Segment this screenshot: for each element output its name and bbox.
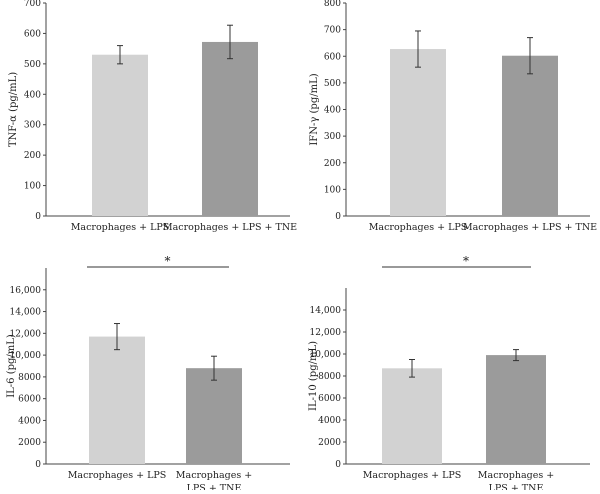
y-tick-label: 100	[24, 182, 41, 192]
y-tick-label: 200	[24, 151, 41, 161]
y-tick-label: 12,000	[10, 329, 42, 339]
significance-marker: *	[463, 254, 469, 268]
x-category-label: Macrophages + LPS + TNE	[463, 222, 597, 233]
x-category-label: Macrophages + LPS + TNE	[163, 222, 297, 233]
x-category-label: LPS + TNE	[489, 483, 544, 490]
y-tick-label: 100	[324, 185, 341, 195]
y-tick-label: 2000	[318, 438, 341, 448]
y-tick-label: 14,000	[10, 308, 42, 318]
chart-svg: 0 100 200 300 400 500 600 700 800 IFN-γ (pg/mL) Ma…	[309, 0, 597, 233]
y-tick-label: 600	[24, 29, 41, 39]
y-tick-label: 4000	[18, 416, 41, 426]
y-tick-label: 16,000	[10, 286, 42, 296]
x-category-label: Macrophages + LPS	[363, 470, 462, 481]
bar	[92, 54, 148, 216]
chart-tnf-alpha: 0 100 200 300 400 500 600 700 TNF-α (pg/mL) Macro…	[0, 0, 300, 245]
y-tick-label: 2000	[18, 438, 41, 448]
bar	[186, 368, 242, 464]
y-axis-label: IL-6 (pg/mL)	[6, 334, 17, 398]
y-tick-label: 0	[335, 212, 341, 222]
x-category-label: Macrophages + LPS	[369, 222, 468, 233]
y-tick-label: 500	[24, 60, 41, 70]
y-tick-label: 10,000	[10, 351, 42, 361]
x-category-label: LPS + TNE	[187, 483, 242, 490]
y-tick-label: 4000	[318, 416, 341, 426]
y-tick-label: 6000	[318, 394, 341, 404]
bar	[202, 41, 258, 216]
y-tick-label: 0	[35, 460, 41, 470]
bar	[502, 55, 558, 216]
chart-il-6: 0 2000 4000 6000 8000 10,000 12,000 14,000 16,00…	[0, 245, 300, 494]
bar	[382, 368, 442, 464]
y-tick-label: 200	[324, 159, 341, 169]
significance-marker: *	[165, 254, 171, 268]
x-category-label: Macrophages +	[478, 470, 554, 481]
y-tick-label: 800	[324, 0, 341, 9]
y-tick-label: 8000	[18, 373, 41, 383]
x-category-label: Macrophages + LPS	[71, 222, 170, 233]
bar	[486, 355, 546, 464]
chart-il-10: 0 2000 4000 6000 8000 10,000 12,000 14,000 IL-10…	[300, 245, 600, 494]
y-tick-label: 300	[324, 132, 341, 142]
y-tick-label: 14,000	[310, 306, 342, 316]
chart-svg: 0 100 200 300 400 500 600 700 TNF-α (pg/mL) Macro…	[8, 0, 297, 233]
y-axis-label: IFN-γ (pg/mL)	[309, 73, 320, 145]
y-tick-label: 400	[24, 90, 41, 100]
y-axis-label: TNF-α (pg/mL)	[8, 72, 19, 147]
chart-svg: 0 2000 4000 6000 8000 10,000 12,000 14,000 IL-10…	[308, 254, 590, 494]
bar	[390, 49, 446, 216]
y-tick-label: 500	[324, 79, 341, 89]
y-tick-label: 8000	[318, 372, 341, 382]
x-category-label: Macrophages +	[176, 470, 252, 481]
x-category-label: Macrophages + LPS	[68, 470, 167, 481]
y-tick-label: 700	[24, 0, 41, 9]
y-tick-label: 700	[324, 26, 341, 36]
y-tick-label: 10,000	[310, 350, 342, 360]
chart-ifn-gamma: 0 100 200 300 400 500 600 700 800 IFN-γ (pg/mL) Ma…	[300, 0, 600, 245]
y-tick-label: 300	[24, 121, 41, 131]
y-tick-label: 0	[35, 212, 41, 222]
y-tick-label: 400	[324, 106, 341, 116]
y-axis-label: IL-10 (pg/mL)	[308, 341, 319, 411]
y-tick-label: 0	[335, 460, 341, 470]
y-tick-label: 600	[324, 52, 341, 62]
chart-svg: 0 2000 4000 6000 8000 10,000 12,000 14,000 16,00…	[6, 254, 290, 494]
y-tick-label: 6000	[18, 395, 41, 405]
y-tick-label: 12,000	[310, 328, 342, 338]
bar	[89, 336, 145, 464]
